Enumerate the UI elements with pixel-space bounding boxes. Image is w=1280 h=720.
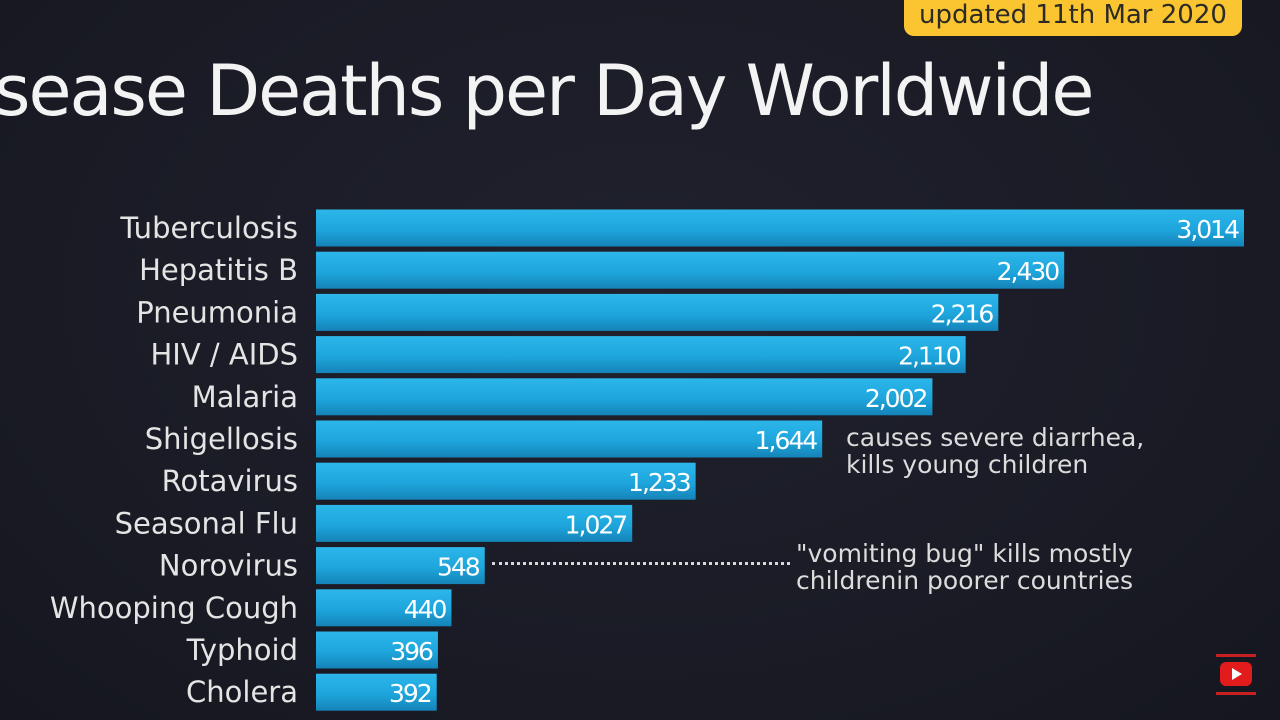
value-label: 2,002: [865, 384, 927, 413]
category-label: Rotavirus: [162, 464, 298, 498]
bar-malaria: [316, 378, 933, 416]
value-label: 396: [390, 637, 433, 666]
bar-shigellosis: [316, 420, 823, 458]
value-label: 392: [389, 679, 431, 708]
norovirus-annotation: "vomiting bug" kills mostly childrenin p…: [796, 539, 1133, 595]
bar-pneumonia: [316, 293, 999, 331]
value-label: 548: [437, 553, 480, 582]
category-label: Tuberculosis: [119, 211, 298, 245]
category-label: Malaria: [192, 380, 298, 414]
bar-hiv-aids: [316, 336, 966, 374]
value-label: 1,027: [565, 510, 627, 539]
value-label: 3,014: [1176, 215, 1239, 244]
bar-norovirus: [316, 547, 485, 585]
bar-cholera: [316, 673, 437, 711]
category-label: Pneumonia: [136, 295, 298, 329]
norovirus-leader-line: [492, 562, 790, 565]
youtube-logo-icon: [1210, 652, 1260, 698]
bar-seasonal-flu: [316, 504, 633, 542]
bar-hepatitis-b: [316, 251, 1065, 289]
category-label: Seasonal Flu: [115, 506, 298, 540]
bar-typhoid: [316, 631, 438, 669]
value-label: 440: [404, 595, 447, 624]
category-label: Cholera: [186, 675, 298, 709]
shigellosis-annotation: causes severe diarrhea, kills young chil…: [846, 423, 1145, 479]
category-label: Whooping Cough: [50, 591, 298, 625]
bar-rotavirus: [316, 462, 696, 500]
chart-title: sease Deaths per Day Worldwide: [0, 50, 1094, 132]
category-label: Norovirus: [159, 549, 298, 583]
bar-whooping-cough: [316, 589, 452, 627]
category-label: Typhoid: [186, 633, 298, 667]
category-label: HIV / AIDS: [150, 338, 298, 372]
category-label: Hepatitis B: [139, 253, 298, 287]
value-label: 2,216: [931, 299, 994, 328]
updated-badge: updated 11th Mar 2020: [904, 0, 1242, 36]
bar-tuberculosis: [316, 209, 1244, 247]
value-label: 2,430: [997, 257, 1060, 286]
category-label: Shigellosis: [145, 422, 298, 456]
value-label: 1,644: [755, 426, 818, 455]
value-label: 2,110: [898, 342, 961, 371]
value-label: 1,233: [628, 468, 690, 497]
